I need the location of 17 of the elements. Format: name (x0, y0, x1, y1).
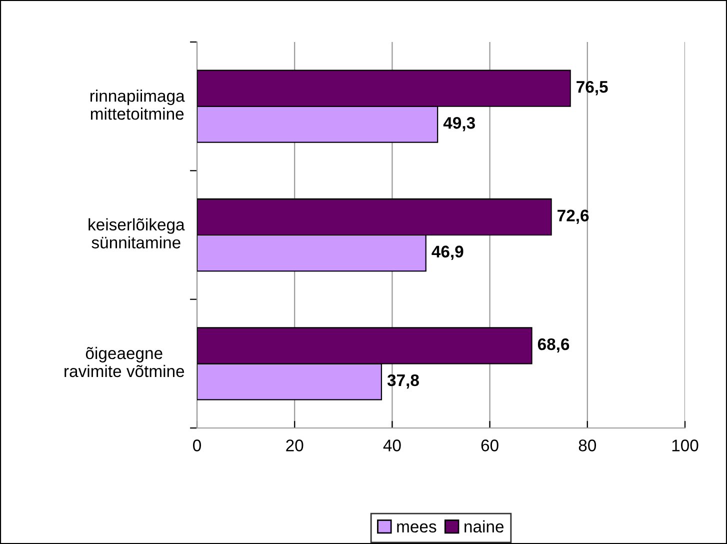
data-label: 46,9 (432, 246, 464, 260)
y-tick-label: rinnapiimaga mittetoitmine (90, 90, 185, 120)
x-tick-label: 0 (193, 440, 201, 452)
y-tick-label: õigeaegne ravimite võtmine (64, 346, 184, 378)
x-tick-label: 60 (481, 440, 498, 452)
data-label: 37,8 (387, 374, 419, 389)
data-label: 49,3 (443, 117, 475, 132)
data-label: 76,5 (576, 80, 608, 96)
data-label: 68,6 (538, 338, 570, 353)
legend-label: naine (464, 520, 504, 533)
x-tick-label: 80 (578, 440, 596, 452)
legend-label: mees (397, 523, 436, 533)
y-tick-label: keiserlõikega sünnitamine (88, 218, 185, 248)
data-label: 72,6 (558, 210, 589, 224)
x-tick-label: 40 (383, 440, 401, 452)
x-tick-label: 20 (286, 440, 304, 452)
x-tick-label: 100 (672, 440, 698, 452)
